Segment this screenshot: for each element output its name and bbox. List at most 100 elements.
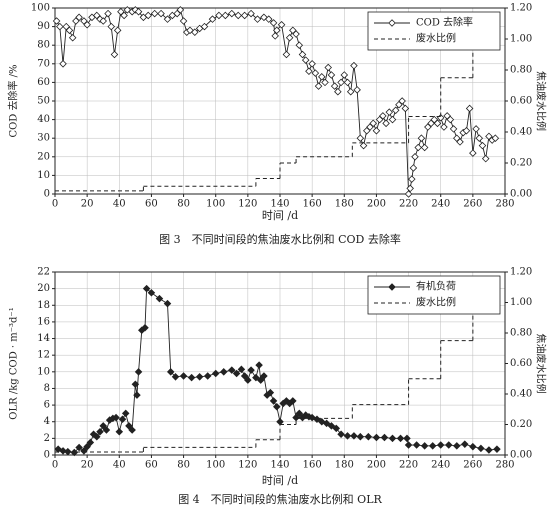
plot-frame bbox=[54, 271, 506, 456]
data-point bbox=[99, 422, 107, 430]
y2-tick-label: 0.20 bbox=[510, 158, 532, 169]
y-tick-label: 12 bbox=[37, 350, 50, 361]
data-point bbox=[398, 97, 406, 105]
y2-axis-label: 焦油废水比例 bbox=[535, 334, 548, 394]
data-point bbox=[237, 365, 246, 374]
data-point bbox=[187, 373, 196, 382]
y-tick-label: 80 bbox=[37, 40, 50, 51]
data-point bbox=[113, 26, 122, 35]
data-point bbox=[211, 369, 220, 378]
data-point bbox=[179, 17, 188, 25]
y-tick-label: 20 bbox=[37, 283, 50, 294]
data-point bbox=[128, 426, 136, 434]
data-point bbox=[428, 442, 437, 450]
x-tick-label: 140 bbox=[270, 199, 289, 210]
data-point bbox=[449, 125, 458, 133]
data-point bbox=[388, 434, 397, 443]
data-point bbox=[276, 417, 284, 426]
x-tick-label: 60 bbox=[145, 199, 158, 210]
y-tick-label: 40 bbox=[37, 114, 50, 125]
data-point bbox=[385, 108, 394, 116]
data-point bbox=[478, 141, 487, 150]
data-point bbox=[255, 361, 263, 369]
x-axis-label: 时间 /d bbox=[262, 209, 298, 222]
x-tick-label: 0 bbox=[52, 199, 58, 210]
data-point bbox=[330, 82, 339, 90]
y-tick-label: 60 bbox=[37, 77, 50, 88]
data-point bbox=[59, 60, 67, 68]
data-point bbox=[404, 190, 413, 198]
data-point bbox=[356, 432, 365, 441]
data-point bbox=[289, 397, 297, 405]
data-point bbox=[260, 372, 268, 380]
data-point bbox=[70, 448, 79, 457]
data-point bbox=[322, 419, 331, 428]
y-tick-label: 20 bbox=[37, 151, 50, 162]
data-point bbox=[120, 11, 128, 20]
x-tick-label: 60 bbox=[145, 460, 158, 471]
x-tick-label: 100 bbox=[206, 199, 225, 210]
data-point bbox=[420, 442, 429, 450]
data-point bbox=[157, 9, 165, 18]
data-point bbox=[240, 11, 249, 20]
x-tick-label: 80 bbox=[177, 199, 190, 210]
data-point bbox=[327, 71, 336, 79]
data-point bbox=[234, 11, 242, 20]
data-point bbox=[408, 175, 416, 183]
legend-label: 废水比例 bbox=[416, 296, 456, 309]
data-point bbox=[64, 447, 72, 456]
x-tick-label: 160 bbox=[303, 460, 322, 471]
data-point bbox=[334, 87, 342, 96]
data-point bbox=[215, 11, 223, 20]
data-point bbox=[298, 50, 307, 59]
y-tick-label: 16 bbox=[37, 316, 50, 327]
data-point bbox=[301, 56, 310, 64]
data-point bbox=[186, 26, 194, 35]
data-point bbox=[65, 26, 74, 35]
data-point bbox=[121, 409, 130, 418]
data-point bbox=[417, 134, 426, 142]
data-point bbox=[52, 17, 61, 25]
data-point bbox=[232, 369, 241, 378]
legend-label: 废水比例 bbox=[416, 32, 456, 45]
data-point bbox=[171, 373, 180, 381]
data-point bbox=[176, 6, 185, 14]
x-axis-label: 时间 /d bbox=[262, 474, 298, 487]
data-point bbox=[99, 17, 107, 25]
y-axis-label: OLR /kg COD · m⁻³d⁻¹ bbox=[9, 307, 20, 419]
data-point bbox=[131, 380, 140, 389]
x-tick-label: 260 bbox=[463, 460, 482, 471]
y-tick-label: 2 bbox=[44, 433, 50, 444]
data-point bbox=[469, 442, 477, 451]
y2-tick-label: 0.80 bbox=[510, 328, 532, 339]
data-point bbox=[282, 50, 291, 59]
data-point bbox=[112, 413, 120, 422]
data-point bbox=[343, 432, 352, 440]
data-point bbox=[318, 73, 326, 81]
data-point bbox=[433, 119, 442, 128]
data-point bbox=[133, 391, 141, 399]
data-point bbox=[179, 372, 188, 380]
data-point bbox=[411, 153, 419, 161]
data-point bbox=[247, 366, 255, 374]
data-point bbox=[337, 78, 345, 87]
data-point bbox=[314, 82, 323, 90]
legend-box bbox=[367, 11, 501, 51]
x-tick-label: 240 bbox=[431, 199, 450, 210]
data-point bbox=[380, 433, 389, 442]
legend-box bbox=[367, 275, 501, 315]
data-point bbox=[228, 9, 236, 18]
data-point bbox=[115, 427, 124, 436]
data-point bbox=[305, 67, 313, 76]
y-tick-label: 6 bbox=[44, 400, 50, 411]
data-point bbox=[150, 9, 159, 18]
data-point bbox=[166, 368, 175, 376]
data-point bbox=[353, 86, 361, 94]
x-tick-label: 180 bbox=[335, 460, 354, 471]
data-point bbox=[221, 11, 230, 20]
data-point bbox=[359, 141, 368, 150]
y2-tick-label: 1.20 bbox=[510, 267, 532, 278]
data-point bbox=[332, 424, 341, 433]
x-tick-label: 240 bbox=[431, 460, 450, 471]
